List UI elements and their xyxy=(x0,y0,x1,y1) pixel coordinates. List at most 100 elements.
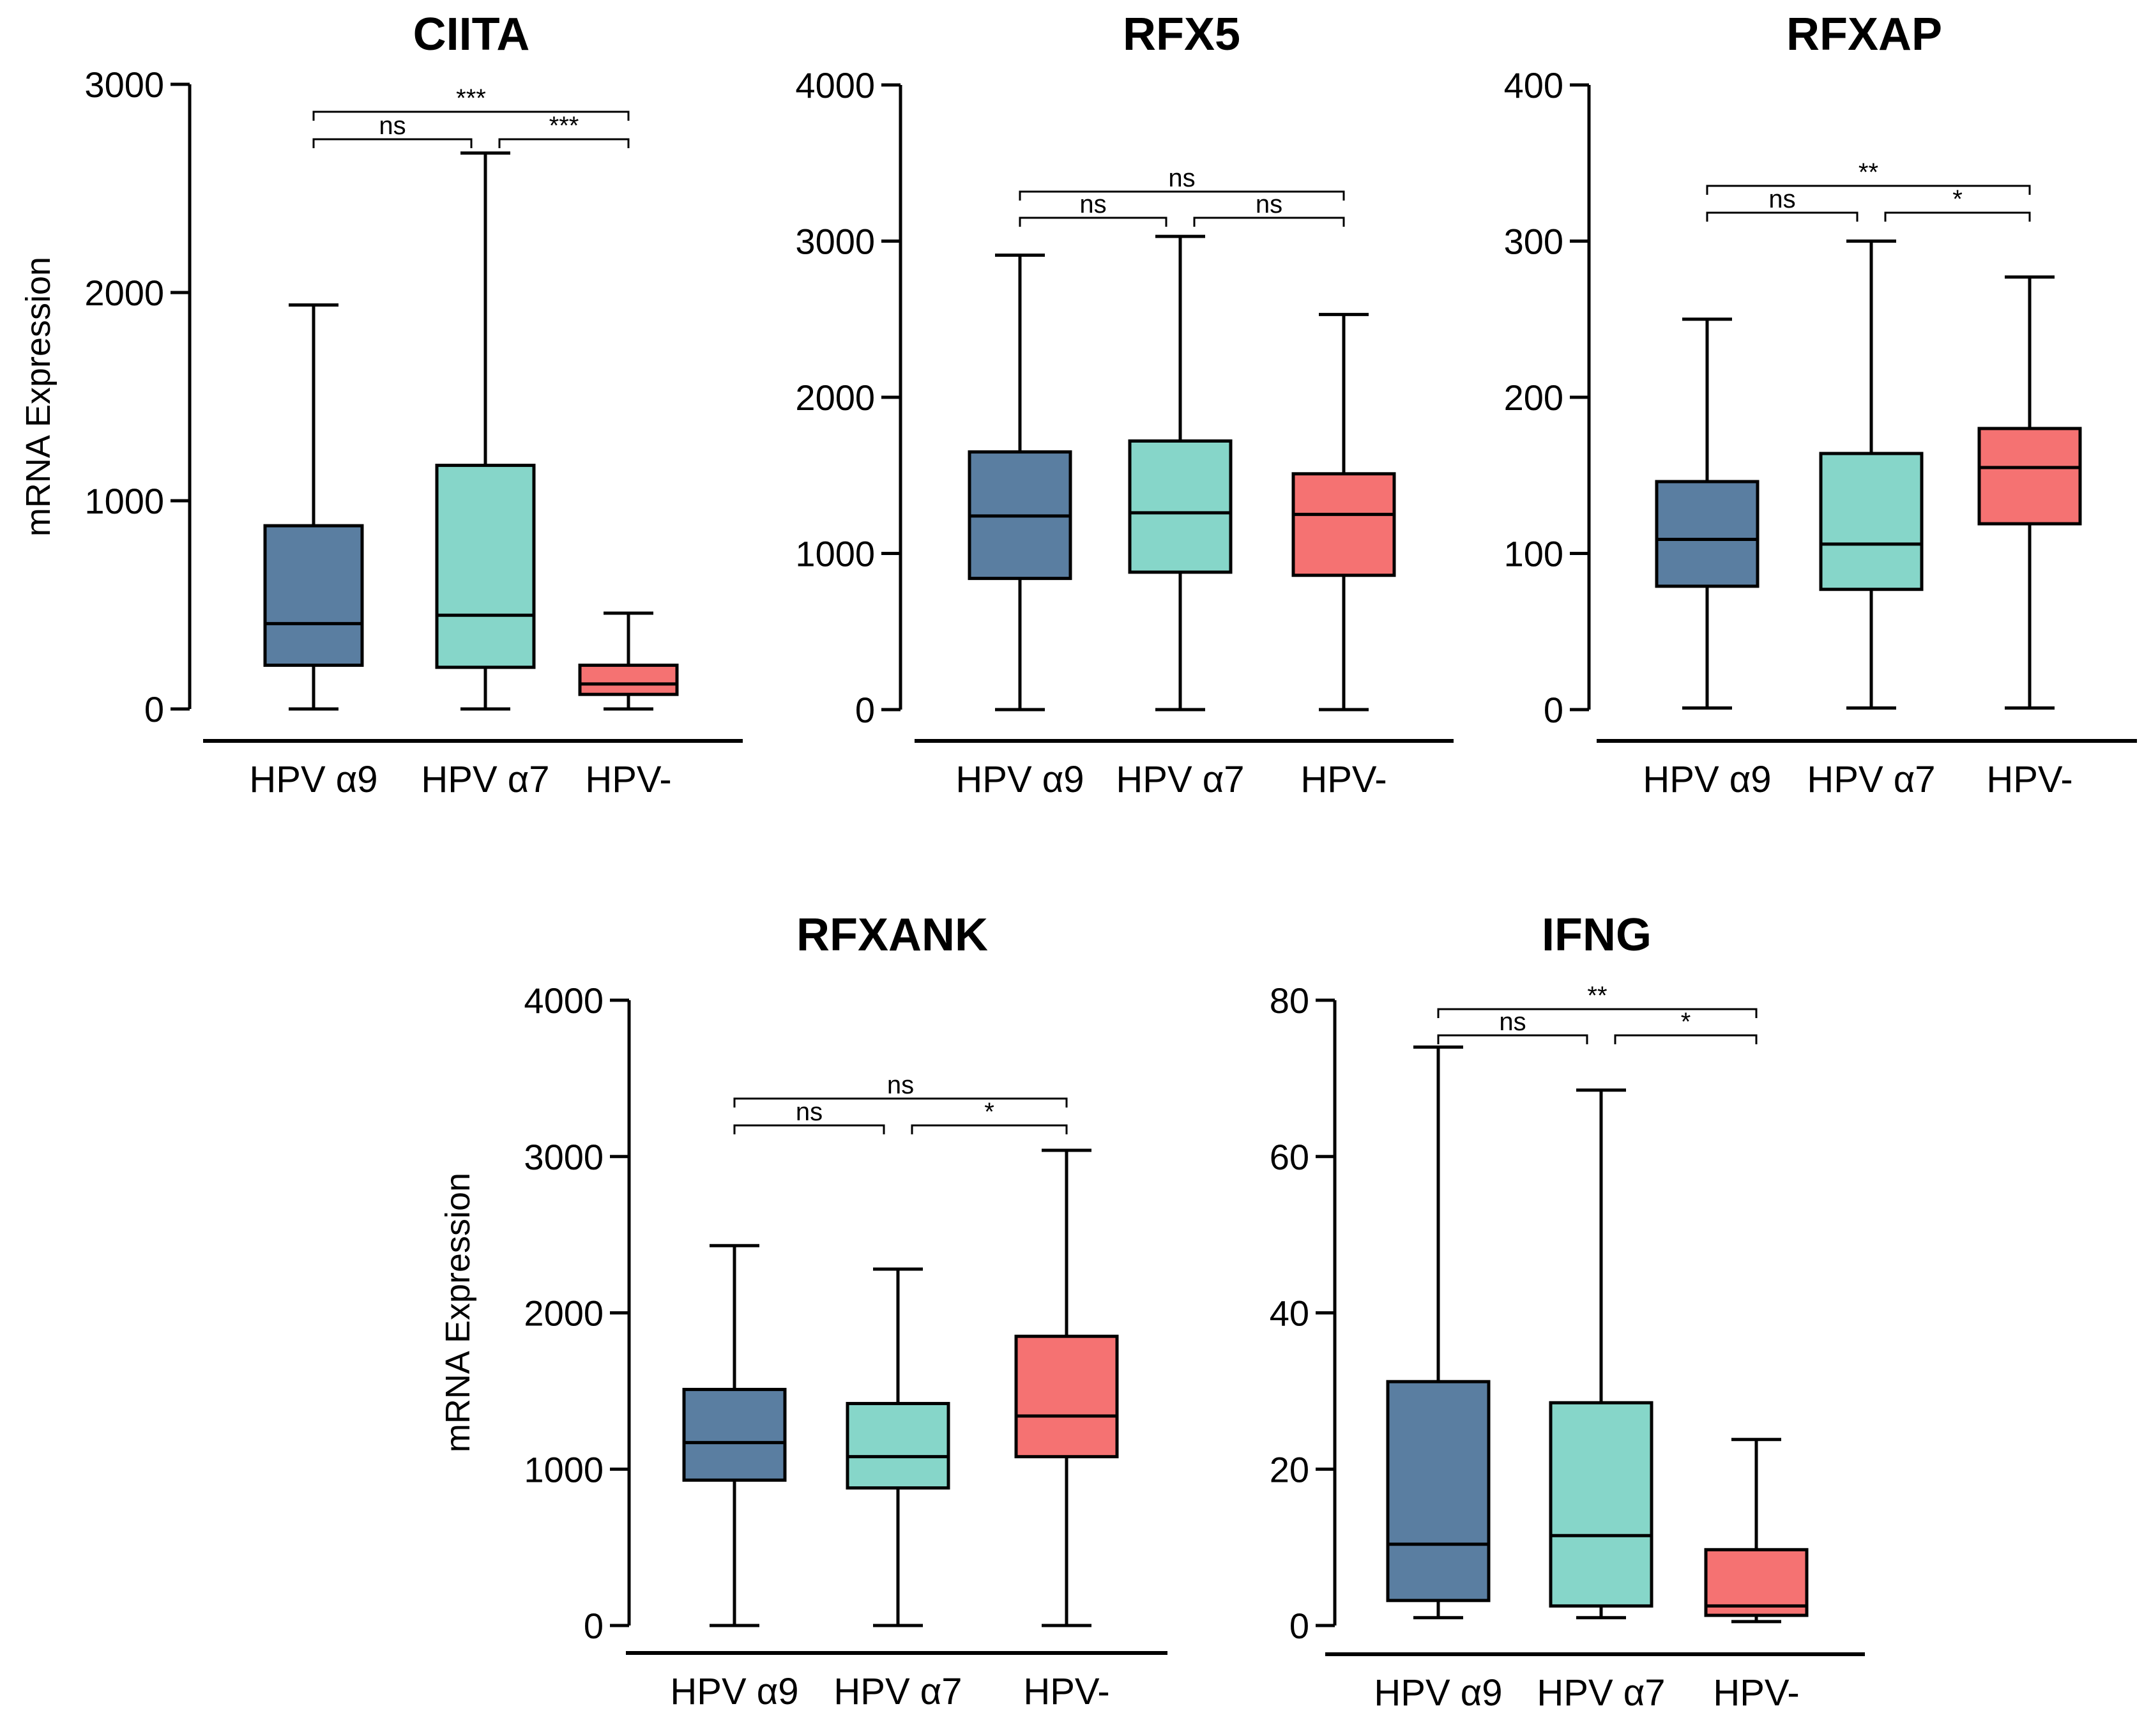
y-tick-label: 100 xyxy=(1504,534,1563,574)
bracket-line xyxy=(312,110,630,121)
significance-bracket: ns xyxy=(733,1098,885,1134)
bracket-line xyxy=(1706,185,2031,195)
iqr-box xyxy=(263,524,364,667)
bracket-line xyxy=(733,1097,1068,1108)
y-tick-label: 2000 xyxy=(84,273,164,313)
iqr-box xyxy=(1291,472,1396,577)
iqr-box xyxy=(1128,439,1233,574)
significance-bracket: ns xyxy=(1437,1008,1588,1044)
significance-label: ns xyxy=(379,112,406,140)
bracket-line xyxy=(1019,190,1345,201)
significance-label: ** xyxy=(1858,158,1878,187)
box-hpv-a7 xyxy=(1549,1088,1653,1620)
iqr-box xyxy=(1386,1380,1491,1603)
iqr-box xyxy=(1014,1334,1119,1459)
box-hpv-a7 xyxy=(1128,234,1233,712)
y-tick-label: 1000 xyxy=(524,1449,604,1489)
y-tick-label: 3000 xyxy=(524,1137,604,1177)
y-axis-label: mRNA Expression xyxy=(439,1173,477,1452)
y-tick-label: 4000 xyxy=(795,65,875,105)
iqr-box xyxy=(846,1401,950,1490)
x-category-label: HPV α7 xyxy=(1537,1672,1665,1714)
y-tick-label: 60 xyxy=(1270,1137,1309,1177)
x-category-label: HPV- xyxy=(1023,1671,1109,1712)
significance-label: ns xyxy=(1079,190,1106,218)
significance-label: ns xyxy=(887,1071,914,1099)
significance-label: * xyxy=(1681,1008,1691,1036)
significance-label: ns xyxy=(1256,190,1282,218)
x-category-label: HPV α9 xyxy=(249,759,377,800)
box-hpv-a9 xyxy=(1655,317,1760,710)
iqr-box xyxy=(578,664,679,696)
y-tick-label: 3000 xyxy=(795,222,875,262)
bracket-line xyxy=(1706,211,1858,222)
y-tick-label: 40 xyxy=(1270,1293,1309,1334)
significance-label: ns xyxy=(1168,164,1195,192)
box-hpv-a9 xyxy=(1386,1045,1491,1620)
significance-bracket: *** xyxy=(498,112,630,148)
significance-bracket: ** xyxy=(1706,158,2031,195)
bracket-line xyxy=(498,138,630,148)
significance-label: *** xyxy=(549,112,579,140)
y-tick-label: 200 xyxy=(1504,377,1563,418)
iqr-box xyxy=(1819,452,1924,591)
x-category-label: HPV α7 xyxy=(833,1671,962,1712)
bracket-line xyxy=(1437,1008,1758,1018)
box-hpv-neg xyxy=(1014,1148,1119,1627)
box-hpv-neg xyxy=(1291,312,1396,712)
panel-rfxank: RFXANK mRNA Expression 0 1000 2000 3000 4000 HP… xyxy=(439,910,1167,1712)
significance-label: ns xyxy=(1768,185,1795,213)
chart-title: RFXAP xyxy=(1786,9,1942,60)
bracket-line xyxy=(733,1124,885,1134)
significance-label: *** xyxy=(456,84,486,112)
x-category-label: HPV α9 xyxy=(955,759,1084,800)
x-category-label: HPV α9 xyxy=(670,1671,798,1712)
significance-label: * xyxy=(984,1098,994,1126)
significance-label: ** xyxy=(1587,982,1607,1010)
box-hpv-a7 xyxy=(846,1267,950,1627)
x-category-label: HPV α7 xyxy=(1807,759,1935,800)
y-tick-label: 2000 xyxy=(524,1293,604,1334)
significance-bracket: ns xyxy=(312,112,473,148)
iqr-box xyxy=(435,464,536,669)
y-tick-label: 80 xyxy=(1270,980,1309,1021)
significance-bracket: ns xyxy=(733,1071,1068,1108)
significance-bracket: * xyxy=(1884,185,2031,222)
box-hpv-neg xyxy=(1704,1438,1809,1624)
x-category-label: HPV- xyxy=(1300,759,1387,800)
x-category-label: HPV- xyxy=(1713,1672,1799,1714)
bracket-line xyxy=(911,1124,1068,1134)
y-tick-label: 0 xyxy=(584,1606,604,1646)
y-axis-label: mRNA Expression xyxy=(19,257,57,537)
bracket-line xyxy=(1614,1034,1758,1044)
bracket-line xyxy=(1437,1034,1588,1044)
significance-bracket: ns xyxy=(1019,190,1167,227)
significance-label: ns xyxy=(1499,1008,1526,1036)
x-category-label: HPV α7 xyxy=(421,759,549,800)
y-tick-label: 1000 xyxy=(84,481,164,521)
y-tick-label: 3000 xyxy=(84,65,164,105)
x-category-label: HPV- xyxy=(1986,759,2072,800)
significance-bracket: *** xyxy=(312,84,630,121)
bracket-line xyxy=(312,138,473,148)
x-category-label: HPV α9 xyxy=(1374,1672,1502,1714)
y-tick-label: 0 xyxy=(1544,690,1563,730)
panel-ifng: IFNG 0 20 40 60 80 HPV α9 HPV α7 HPV- ** ns * xyxy=(1270,910,1865,1714)
chart-title: RFX5 xyxy=(1123,9,1240,60)
box-hpv-a9 xyxy=(263,303,364,711)
significance-bracket: ns xyxy=(1706,185,1858,222)
bracket-line xyxy=(1019,217,1167,227)
box-hpv-neg xyxy=(1977,275,2082,710)
chart-title: RFXANK xyxy=(796,910,988,961)
y-tick-label: 2000 xyxy=(795,377,875,418)
y-tick-label: 4000 xyxy=(524,980,604,1021)
y-tick-label: 400 xyxy=(1504,65,1563,105)
significance-label: * xyxy=(1952,185,1963,213)
chart-title: CIITA xyxy=(413,9,530,60)
significance-bracket: * xyxy=(1614,1008,1758,1044)
y-tick-label: 0 xyxy=(855,690,875,730)
y-tick-label: 300 xyxy=(1504,222,1563,262)
significance-bracket: * xyxy=(911,1098,1068,1134)
